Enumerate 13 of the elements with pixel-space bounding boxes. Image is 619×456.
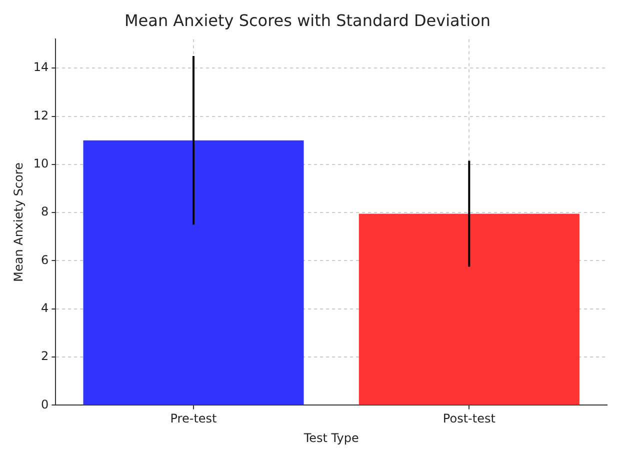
y-tick-label: 0 xyxy=(41,397,49,412)
x-axis-title: Test Type xyxy=(302,430,359,445)
y-tick-label: 10 xyxy=(33,156,49,171)
y-tick-label: 2 xyxy=(41,349,49,364)
y-tick-label: 14 xyxy=(33,60,49,74)
y-tick-label: 4 xyxy=(41,301,49,316)
y-tick-label: 8 xyxy=(41,204,49,219)
x-tick-label: Post-test xyxy=(442,412,496,426)
y-tick-label: 6 xyxy=(41,252,49,267)
y-axis-title: Mean Anxiety Score xyxy=(11,162,26,282)
y-tick-label: 12 xyxy=(33,108,49,122)
chart-title: Mean Anxiety Scores with Standard Deviation xyxy=(124,10,491,30)
x-tick-label: Pre-test xyxy=(170,412,218,426)
